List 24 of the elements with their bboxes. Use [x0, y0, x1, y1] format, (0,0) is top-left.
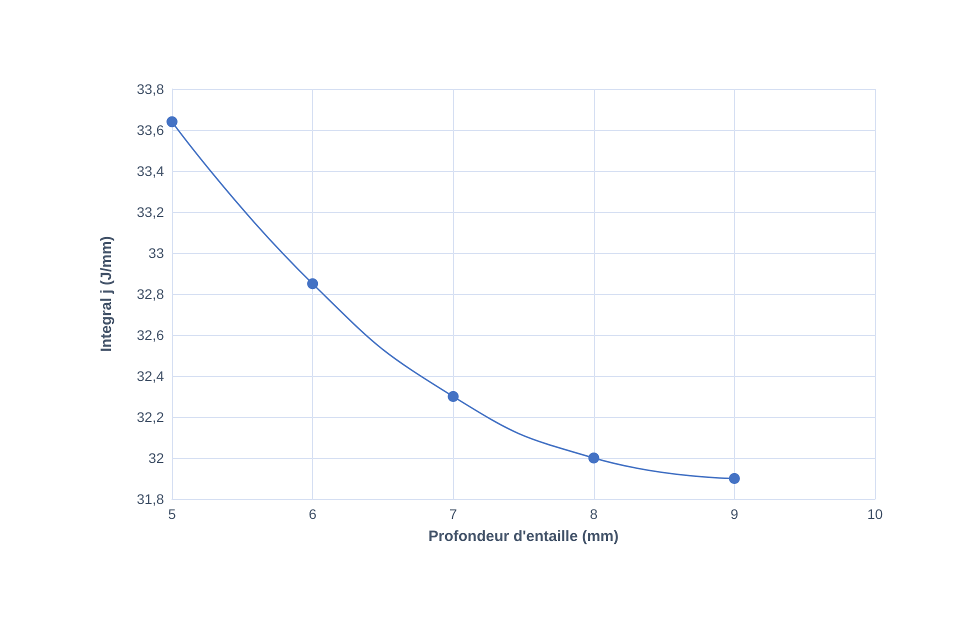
y-tick-label: 32,2 — [136, 409, 164, 425]
y-tick-label: 32 — [148, 450, 164, 466]
y-tick-label: 33,6 — [136, 122, 164, 138]
x-axis-title: Profondeur d'entaille (mm) — [428, 528, 619, 545]
x-tick-label: 10 — [867, 506, 883, 522]
point — [728, 473, 740, 484]
y-tick-label: 33,4 — [136, 163, 164, 179]
point — [588, 452, 600, 464]
y-tick-label: 33,8 — [136, 81, 164, 97]
x-tick-label: 5 — [168, 506, 176, 522]
point — [166, 116, 178, 128]
point — [307, 278, 318, 290]
y-tick-label: 32,4 — [136, 368, 164, 384]
x-tick-label: 6 — [308, 506, 317, 522]
x-tick-label: 7 — [449, 506, 458, 522]
y-tick-label: 32,6 — [136, 327, 164, 343]
y-axis-title: Integral j (J/mm) — [98, 236, 115, 352]
y-tick-label: 33,2 — [136, 204, 164, 220]
y-tick-label: 33 — [148, 245, 164, 261]
x-tick-label: 9 — [730, 506, 738, 522]
y-tick-label: 31,8 — [136, 491, 164, 507]
y-tick-label: 32,8 — [136, 286, 164, 302]
x-tick-label: 8 — [590, 506, 598, 522]
point — [448, 391, 459, 402]
